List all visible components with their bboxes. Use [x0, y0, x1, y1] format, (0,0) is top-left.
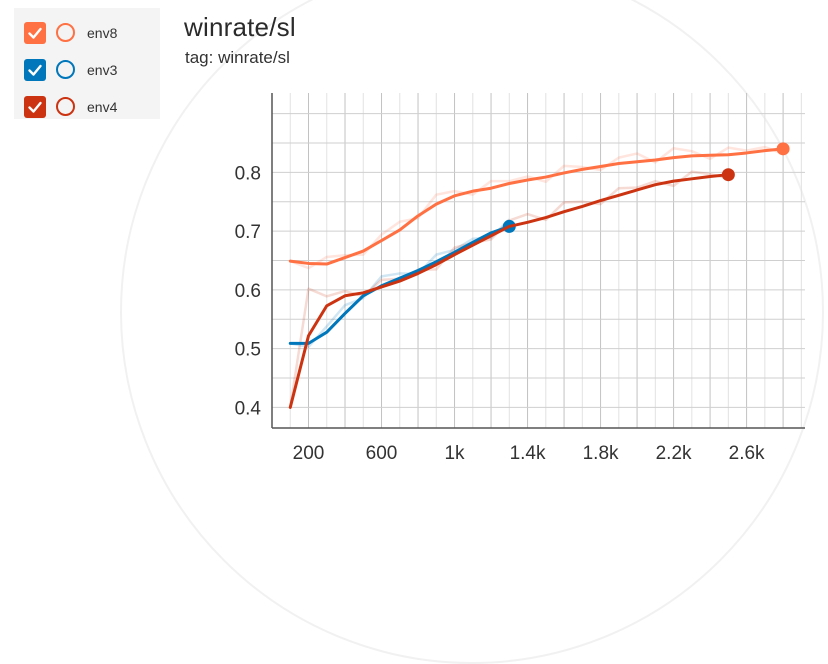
x-tick-label: 2.2k: [656, 443, 692, 464]
legend-radio[interactable]: [56, 60, 75, 79]
chart-subtitle: tag: winrate/sl: [185, 48, 290, 67]
legend-item-env3[interactable]: env3: [14, 51, 160, 88]
legend-label: env3: [87, 61, 118, 78]
legend-checkbox[interactable]: [24, 95, 46, 118]
legend-checkbox[interactable]: [24, 21, 46, 44]
series-line-env3: [288, 224, 511, 345]
series-end-point-env4: [721, 168, 735, 182]
check-icon: [28, 64, 42, 76]
series-line-env4: [288, 173, 730, 409]
x-tick-label: 1.8k: [583, 443, 619, 464]
y-tick-label: 0.4: [235, 398, 262, 419]
legend-item-env8[interactable]: env8: [14, 14, 160, 51]
check-icon: [28, 101, 42, 113]
y-tick-label: 0.5: [235, 340, 261, 361]
x-tick-label: 200: [293, 443, 325, 464]
legend-label: env8: [87, 24, 118, 41]
legend-checkbox[interactable]: [24, 58, 46, 81]
y-tick-label: 0.7: [235, 222, 261, 243]
x-tick-label: 1.4k: [510, 443, 546, 464]
legend-radio[interactable]: [56, 97, 75, 116]
x-tick-label: 600: [366, 443, 398, 464]
run-legend: env8 env3 env4: [14, 8, 160, 119]
series-end-point-env8: [776, 142, 790, 156]
chart-title: winrate/sl: [184, 12, 296, 42]
check-icon: [28, 27, 42, 39]
x-tick-label: 2.6k: [729, 443, 765, 464]
y-tick-label: 0.8: [235, 163, 261, 184]
y-tick-label: 0.6: [235, 281, 261, 302]
legend-item-env4[interactable]: env4: [14, 88, 160, 125]
x-tick-label: 1k: [444, 443, 465, 464]
legend-label: env4: [87, 98, 118, 115]
line-chart[interactable]: 0.4 0.5 0.6 0.7 0.8 200 600 1k 1.4k 1.8k 2.2k 2.6k: [0, 0, 828, 481]
raw-series-env3: [290, 218, 511, 349]
legend-radio[interactable]: [56, 23, 75, 42]
series-line-env8: [288, 147, 785, 266]
